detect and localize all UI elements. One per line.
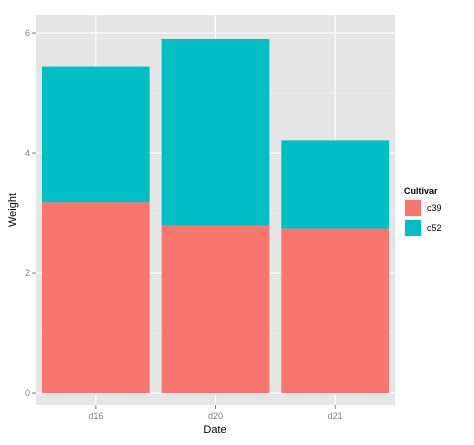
bar-d16-c39 [41,202,150,393]
x-axis-ticks: d16 d20 d21 [88,405,343,421]
legend: Cultivar c39 c52 [404,186,442,237]
x-tick-label: d20 [208,411,223,421]
bar-d20-c52 [161,39,270,226]
x-tick-label: d21 [328,411,343,421]
bar-d21-c52 [281,140,390,229]
y-tick-label: 2 [25,268,30,278]
x-tick-label: d16 [88,411,103,421]
x-axis-title: Date [203,424,226,436]
legend-swatch-c39 [405,200,421,216]
legend-swatch-c52 [405,220,421,236]
bars [41,39,390,393]
y-axis-title: Weight [7,193,19,227]
legend-label-c52: c52 [427,223,442,233]
bar-d16-c52 [41,66,150,203]
y-tick-label: 6 [25,28,30,38]
legend-label-c39: c39 [427,203,442,213]
y-tick-label: 0 [25,388,30,398]
y-axis-ticks: 0 2 4 6 [25,28,36,398]
bar-d20-c39 [161,225,270,393]
y-tick-label: 4 [25,148,30,158]
bar-d21-c39 [281,228,390,393]
legend-title: Cultivar [404,186,438,196]
